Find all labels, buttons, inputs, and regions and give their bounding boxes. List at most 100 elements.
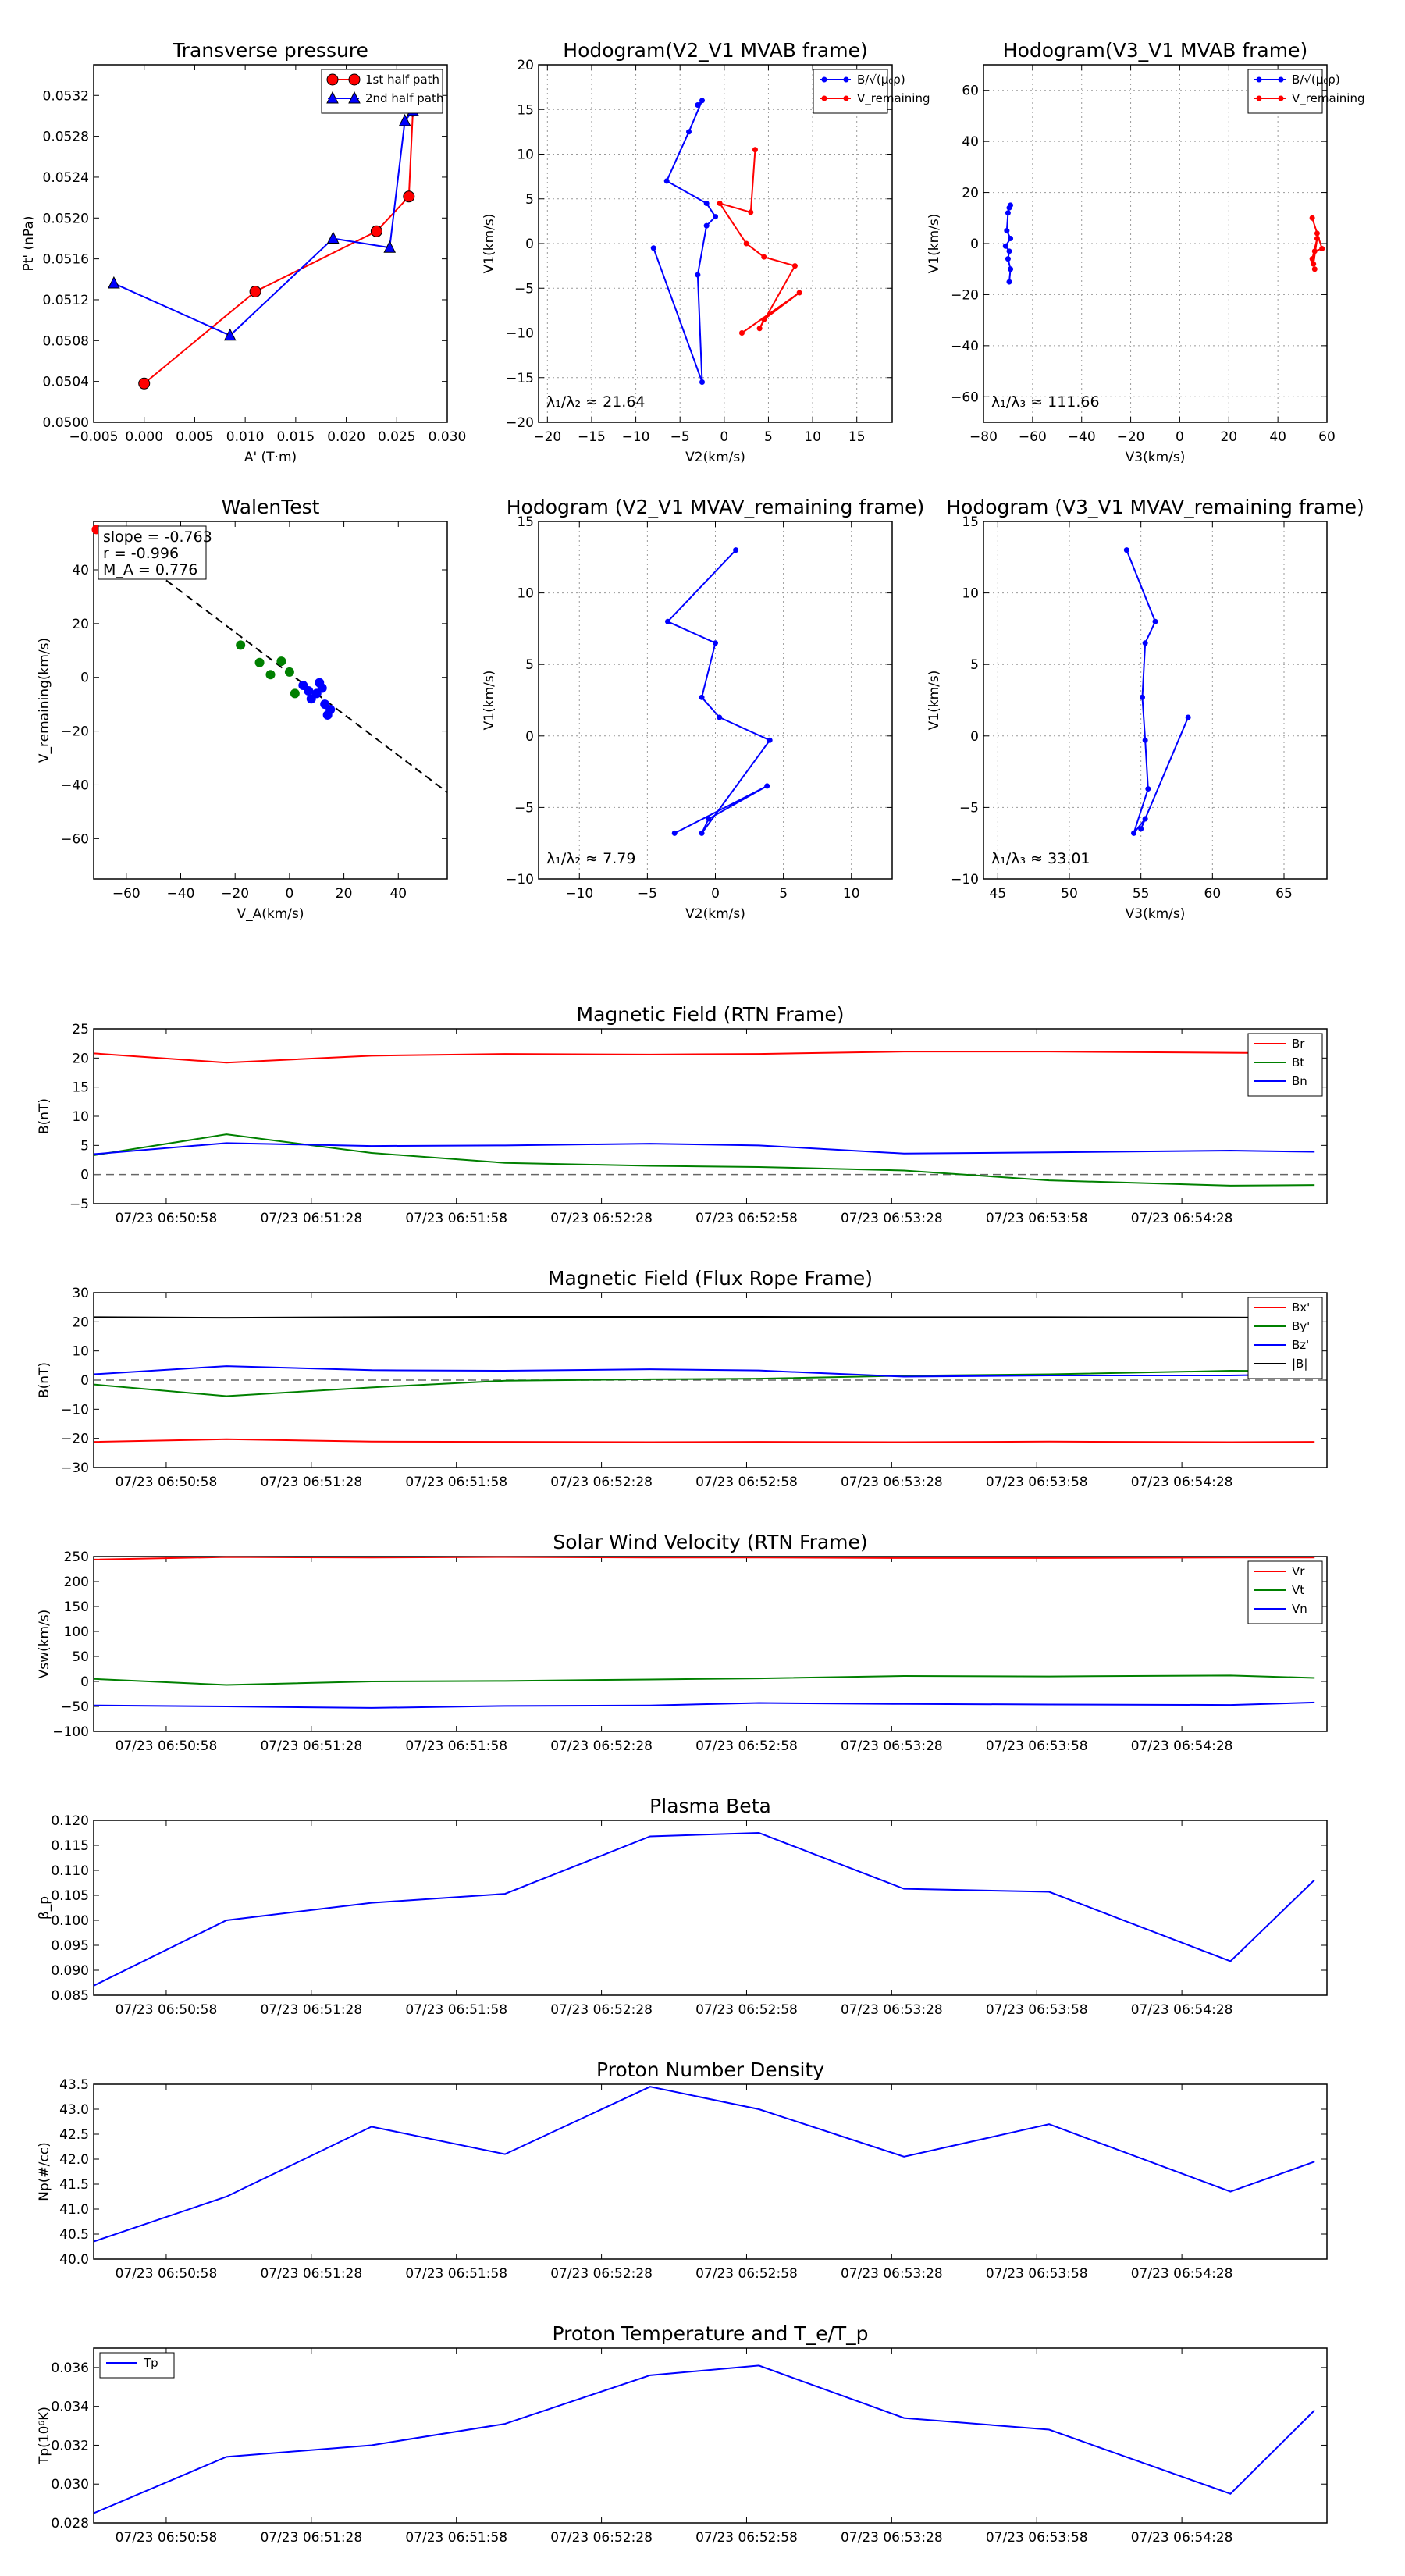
- data-point: [761, 316, 767, 322]
- y-tick-label: 5: [80, 1138, 89, 1154]
- data-point: [1138, 826, 1144, 832]
- y-tick-label: 0: [80, 1674, 89, 1690]
- legend-frame: [1247, 69, 1323, 114]
- x-tick-label: 5: [764, 429, 773, 445]
- legend-label: By': [1292, 1319, 1310, 1333]
- y-tick-label: 0: [525, 237, 534, 252]
- data-point: [686, 129, 692, 135]
- y-tick-label: 43.5: [59, 2077, 89, 2093]
- x-tick-label: 07/23 06:51:28: [260, 2266, 362, 2282]
- x-tick-label: 07/23 06:53:28: [841, 1475, 943, 1490]
- x-tick-label: 07/23 06:53:58: [986, 2266, 1088, 2282]
- legend-frame: [1247, 1297, 1323, 1379]
- y-tick-label: 0.0500: [43, 415, 89, 431]
- legend-frame: [99, 2352, 175, 2379]
- x-tick-label: 07/23 06:52:58: [695, 1738, 798, 1754]
- series-line-beta: [93, 1831, 1315, 1987]
- x-tick-label: 60: [1204, 886, 1222, 902]
- data-point: [1311, 266, 1318, 272]
- y-tick-label: 41.0: [59, 2202, 89, 2218]
- data-point: [663, 178, 670, 184]
- x-tick-label: −15: [578, 429, 606, 445]
- series-v-remaining: [1309, 215, 1325, 272]
- y-tick-label: 0.030: [51, 2477, 89, 2492]
- plot-frame: [983, 64, 1328, 423]
- y-tick-label: 20: [72, 617, 89, 632]
- x-tick-label: 07/23 06:51:58: [405, 2266, 507, 2282]
- plot-frame: [93, 2347, 1328, 2524]
- data-point: [317, 683, 327, 693]
- data-point: [1278, 76, 1284, 83]
- y-tick-label: −40: [951, 339, 979, 354]
- data-point: [1008, 235, 1014, 241]
- data-point: [1131, 830, 1136, 836]
- y-tick-label: 0: [80, 1373, 89, 1389]
- x-tick-label: 07/23 06:53:58: [986, 2002, 1088, 2018]
- legend-label: 2nd half path: [365, 91, 443, 105]
- y-tick-label: 0: [80, 671, 89, 686]
- series-line-bn: [93, 1142, 1315, 1155]
- x-tick-label: 07/23 06:50:58: [116, 1738, 218, 1754]
- x-tick-label: 60: [1318, 429, 1336, 445]
- data-point: [1256, 95, 1262, 101]
- data-point: [1256, 76, 1262, 83]
- x-tick-label: 07/23 06:51:58: [405, 1738, 507, 1754]
- data-point: [1140, 694, 1145, 700]
- y-tick-label: 42.5: [59, 2127, 89, 2143]
- chart-title: Transverse pressure: [172, 39, 368, 62]
- x-tick-label: −20: [533, 429, 561, 445]
- series-line-|b|: [93, 1315, 1315, 1319]
- x-tick-label: 07/23 06:54:28: [1131, 1738, 1233, 1754]
- data-point: [254, 657, 265, 667]
- y-axis-label: V1(km/s): [482, 214, 497, 274]
- y-tick-label: −20: [61, 724, 89, 740]
- data-point: [284, 667, 294, 677]
- y-tick-label: 15: [517, 514, 534, 530]
- plot-frame: [93, 521, 448, 880]
- x-tick-label: 07/23 06:51:28: [260, 1475, 362, 1490]
- data-point: [326, 231, 340, 244]
- x-tick-label: 07/23 06:50:58: [116, 1475, 218, 1490]
- data-point: [821, 76, 827, 83]
- x-tick-label: 07/23 06:53:28: [841, 1211, 943, 1226]
- x-tick-label: 07/23 06:53:28: [841, 2002, 943, 2018]
- legend: B/√(μ₀ρ) V_remaining: [813, 69, 930, 114]
- x-tick-label: 07/23 06:54:28: [1131, 1475, 1233, 1490]
- y-tick-label: 40: [962, 134, 979, 150]
- y-tick-label: 25: [72, 1022, 89, 1037]
- series-line-vn: [93, 1701, 1315, 1709]
- x-tick-label: 50: [1061, 886, 1078, 902]
- x-tick-label: 15: [848, 429, 866, 445]
- x-axis-label: V3(km/s): [1126, 906, 1186, 922]
- x-tick-label: −10: [622, 429, 650, 445]
- data-point: [796, 290, 802, 296]
- y-tick-label: 0.095: [51, 1938, 89, 1954]
- legend: Tp: [99, 2352, 175, 2379]
- y-tick-label: 0.085: [51, 1988, 89, 2004]
- x-tick-label: 07/23 06:51:28: [260, 1211, 362, 1226]
- x-tick-label: 0: [1176, 429, 1184, 445]
- legend-label: 1st half path: [365, 73, 439, 87]
- panel-pt: −0.005 0.000 0.005 0.010 0.015 0.020 0.025 0.03…: [21, 39, 466, 465]
- chart-title: Magnetic Field (Flux Rope Frame): [548, 1267, 873, 1290]
- data-point: [703, 200, 710, 206]
- x-tick-label: 07/23 06:53:58: [986, 1738, 1088, 1754]
- x-tick-label: 40: [389, 886, 407, 902]
- y-tick-label: 15: [517, 102, 534, 118]
- x-tick-label: 0.025: [378, 429, 416, 445]
- y-tick-label: 15: [72, 1080, 89, 1096]
- data-point: [699, 98, 706, 104]
- x-tick-label: 07/23 06:53:28: [841, 1738, 943, 1754]
- y-tick-label: 10: [517, 148, 534, 163]
- x-tick-label: 07/23 06:52:58: [695, 2266, 798, 2282]
- x-tick-label: 07/23 06:50:58: [116, 2530, 218, 2546]
- legend-label: V_remaining: [857, 91, 930, 106]
- legend: Bx' By' Bz' |B|: [1247, 1297, 1323, 1379]
- data-point: [236, 640, 246, 650]
- legend: 1st half path 2nd half path: [321, 69, 443, 114]
- x-tick-label: 07/23 06:53:58: [986, 1475, 1088, 1490]
- data-point: [1152, 618, 1158, 624]
- y-tick-label: 0: [525, 729, 534, 745]
